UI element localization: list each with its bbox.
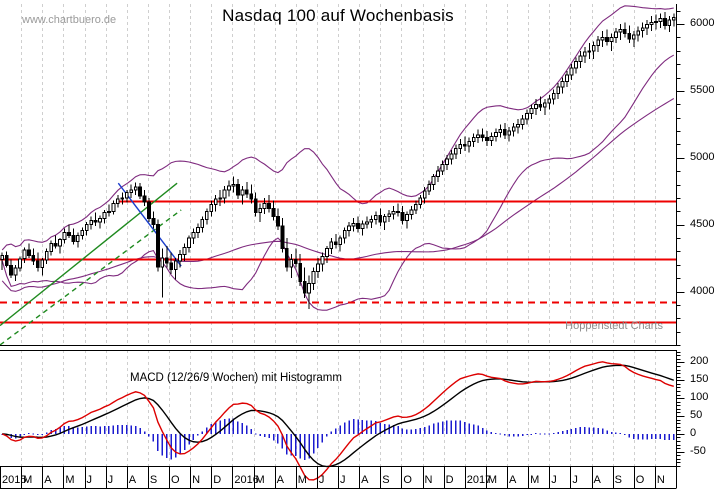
x-axis-tick-label: O	[171, 474, 180, 486]
trendlines	[0, 182, 182, 346]
x-axis-tick-label: A	[276, 474, 284, 486]
x-axis-tick-label: N	[656, 474, 665, 486]
x-axis-tick-label: N	[424, 474, 433, 486]
x-axis-tick-label: J	[572, 474, 578, 486]
gridlines	[21, 4, 656, 466]
x-axis-tick-label: A	[509, 474, 517, 486]
x-axis-tick-label: J	[318, 474, 325, 486]
x-axis-tick-label: O	[635, 474, 645, 486]
x-axis-tick-label: A	[593, 474, 601, 486]
x-axis-tick-label: O	[403, 474, 412, 486]
x-axis-tick-label: 2015	[2, 474, 27, 486]
macd-axis-tick-label: 150	[690, 373, 709, 386]
x-axis-tick-label: M	[23, 474, 33, 486]
x-axis-tick-label: M	[530, 474, 540, 486]
macd-axis-tick-label: 0	[690, 426, 697, 439]
page-title: Nasdaq 100 auf Wochenbasis	[222, 6, 454, 25]
x-axis-tick-label: S	[614, 474, 622, 486]
macd-lines	[1, 361, 675, 481]
x-axis-tick-label: M	[65, 474, 75, 486]
chart-frame	[0, 4, 678, 468]
x-axis-tick-label: S	[382, 474, 390, 486]
price-axis-tick-label: 5000	[690, 150, 715, 163]
macd-panel-label: MACD (12/26/9 Wochen) mit Histogramm	[130, 372, 342, 384]
price-axis-tick-label: 5500	[690, 83, 715, 96]
macd-axis-tick-label: 200	[690, 355, 709, 368]
x-axis-tick-label: S	[149, 474, 158, 486]
x-axis-tick-label: A	[128, 474, 137, 486]
axis-ticks	[676, 10, 685, 468]
x-axis-tick-label: M	[487, 474, 498, 486]
x-axis-tick-label: J	[86, 474, 93, 486]
x-axis-tick-label: J	[340, 474, 346, 486]
x-axis-tick-label: M	[297, 474, 307, 486]
x-axis-tick-label: 2016	[234, 474, 259, 486]
x-axis-tick-label: N	[192, 474, 201, 486]
price-axis-tick-label: 4000	[690, 284, 715, 297]
macd-axis-tick-label: 100	[690, 391, 709, 404]
x-axis-tick-label: J	[107, 474, 114, 486]
source-attribution: Hoppenstedt Charts	[565, 320, 663, 332]
macd-axis-tick-label: 50	[690, 409, 703, 422]
candlestick-series	[0, 12, 676, 309]
x-axis-tick-label: M	[255, 474, 265, 486]
x-axis-tick-label: D	[445, 474, 454, 486]
x-axis-tick-label: 2017	[466, 474, 492, 486]
watermark: www.chartbuero.de	[22, 14, 117, 26]
x-axis-tick-label: D	[213, 474, 222, 486]
price-axis-tick-label: 4500	[690, 217, 715, 230]
x-axis-tick-label: A	[361, 474, 369, 486]
x-axis-tick-label: A	[44, 474, 52, 486]
x-axis-tick-label: J	[551, 474, 557, 486]
x-axis-ticks	[0, 465, 677, 490]
bollinger-bands	[1, 5, 675, 311]
macd-histogram	[1, 418, 675, 461]
price-axis-tick-label: 6000	[690, 17, 715, 30]
macd-axis-tick-label: -50	[690, 444, 706, 457]
